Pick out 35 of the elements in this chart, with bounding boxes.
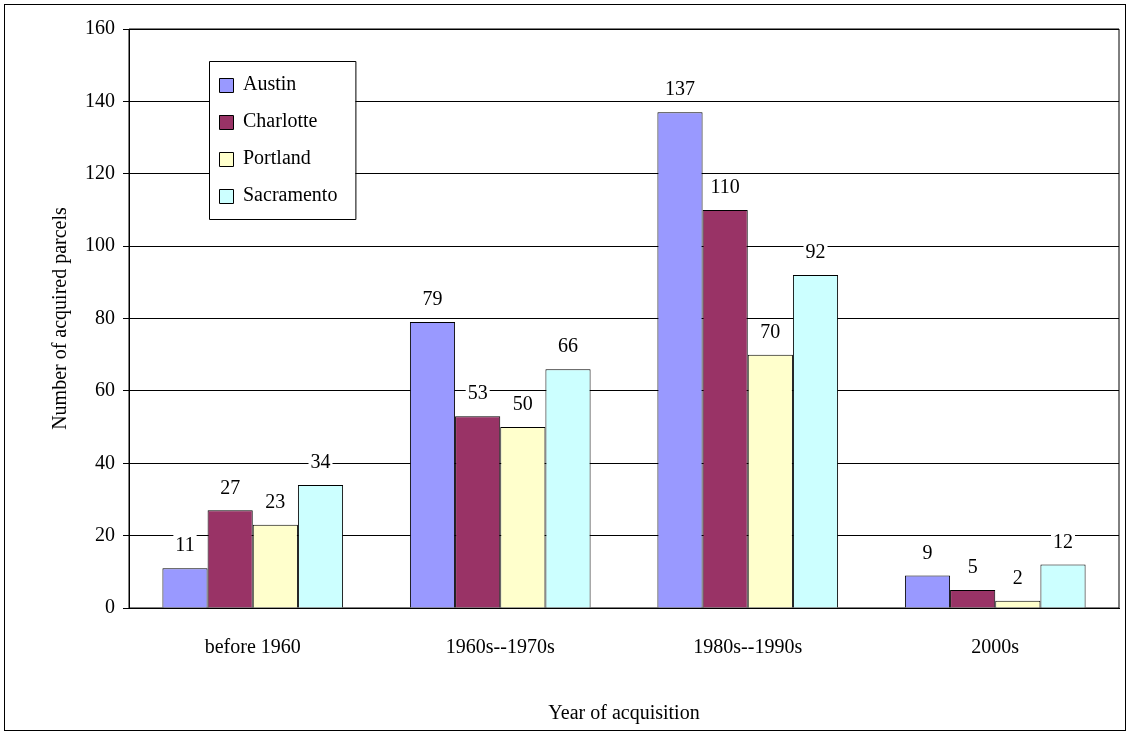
y-axis-title: Number of acquired parcels [48, 206, 72, 430]
data-label: 11 [175, 533, 195, 556]
data-label: 27 [220, 475, 241, 498]
y-tick-label: 40 [95, 450, 115, 473]
data-label: 66 [558, 334, 578, 357]
legend-label: Austin [243, 72, 297, 95]
y-tick-label: 120 [85, 161, 115, 183]
data-label: 110 [710, 175, 740, 198]
y-tick-label: 140 [85, 88, 115, 111]
data-label: 53 [467, 381, 488, 404]
data-label: 137 [665, 77, 695, 100]
data-label: 50 [512, 392, 533, 415]
legend-label: Charlotte [243, 109, 318, 132]
data-label: 23 [265, 490, 286, 513]
data-label: 34 [310, 450, 331, 473]
x-axis-title: Year of acquisition [548, 701, 700, 725]
data-label: 9 [922, 540, 933, 563]
y-tick-label: 0 [105, 595, 115, 618]
y-tick-label: 160 [85, 16, 115, 39]
x-tick-label: before 1960 [204, 635, 301, 658]
legend-label: Portland [243, 146, 311, 169]
x-tick-label: 1960s--1970s [445, 635, 555, 658]
data-label: 70 [760, 319, 781, 342]
y-tick-label: 20 [95, 522, 115, 545]
data-label: 12 [1053, 529, 1073, 552]
data-label: 92 [805, 240, 826, 263]
data-label: 5 [967, 555, 978, 578]
legend-label: Sacramento [243, 183, 338, 206]
x-tick-label: 2000s [971, 635, 1020, 658]
x-tick-label: 1980s--1990s [693, 635, 803, 658]
y-tick-label: 80 [95, 305, 115, 328]
data-label: 2 [1012, 566, 1023, 589]
data-label: 79 [422, 287, 443, 310]
y-tick-label: 100 [85, 233, 115, 256]
y-tick-label: 60 [95, 378, 115, 401]
